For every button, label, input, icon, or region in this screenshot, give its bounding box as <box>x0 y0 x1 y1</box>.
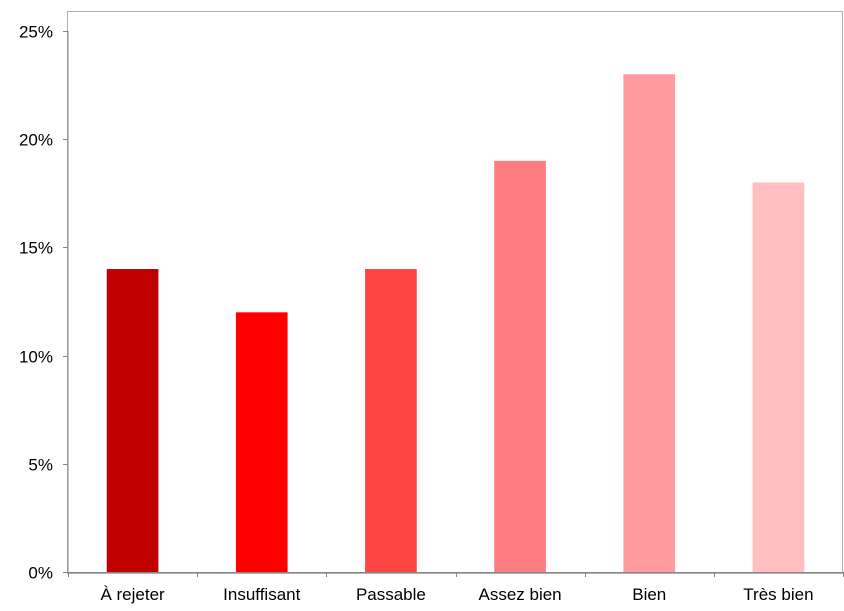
bar-3 <box>365 269 417 572</box>
y-tick-label: 0% <box>28 564 53 583</box>
x-axis: À rejeter Insuffisant Passable Assez bien Bi… <box>68 572 844 604</box>
x-tick-label: Assez bien <box>478 585 561 604</box>
bar-6 <box>752 182 805 573</box>
x-tick-label: Insuffisant <box>223 585 300 604</box>
bar-4 <box>494 160 546 572</box>
x-tick-label: À rejeter <box>100 585 165 604</box>
y-tick-label: 10% <box>19 348 53 367</box>
y-axis: 0% 5% 10% 15% 20% 25% <box>19 23 69 583</box>
x-tick-label: Très bien <box>743 585 813 604</box>
y-tick-label: 5% <box>28 456 53 475</box>
x-tick-label: Passable <box>356 585 426 604</box>
y-tick-label: 25% <box>19 23 53 42</box>
bar-5 <box>623 74 676 572</box>
plot-area-border <box>67 11 843 574</box>
bar-series <box>106 74 805 573</box>
x-tick-label: Bien <box>632 585 666 604</box>
y-tick-label: 15% <box>19 239 53 258</box>
bar-2 <box>235 312 288 572</box>
bar-1 <box>106 269 159 572</box>
y-tick-label: 20% <box>19 131 53 150</box>
